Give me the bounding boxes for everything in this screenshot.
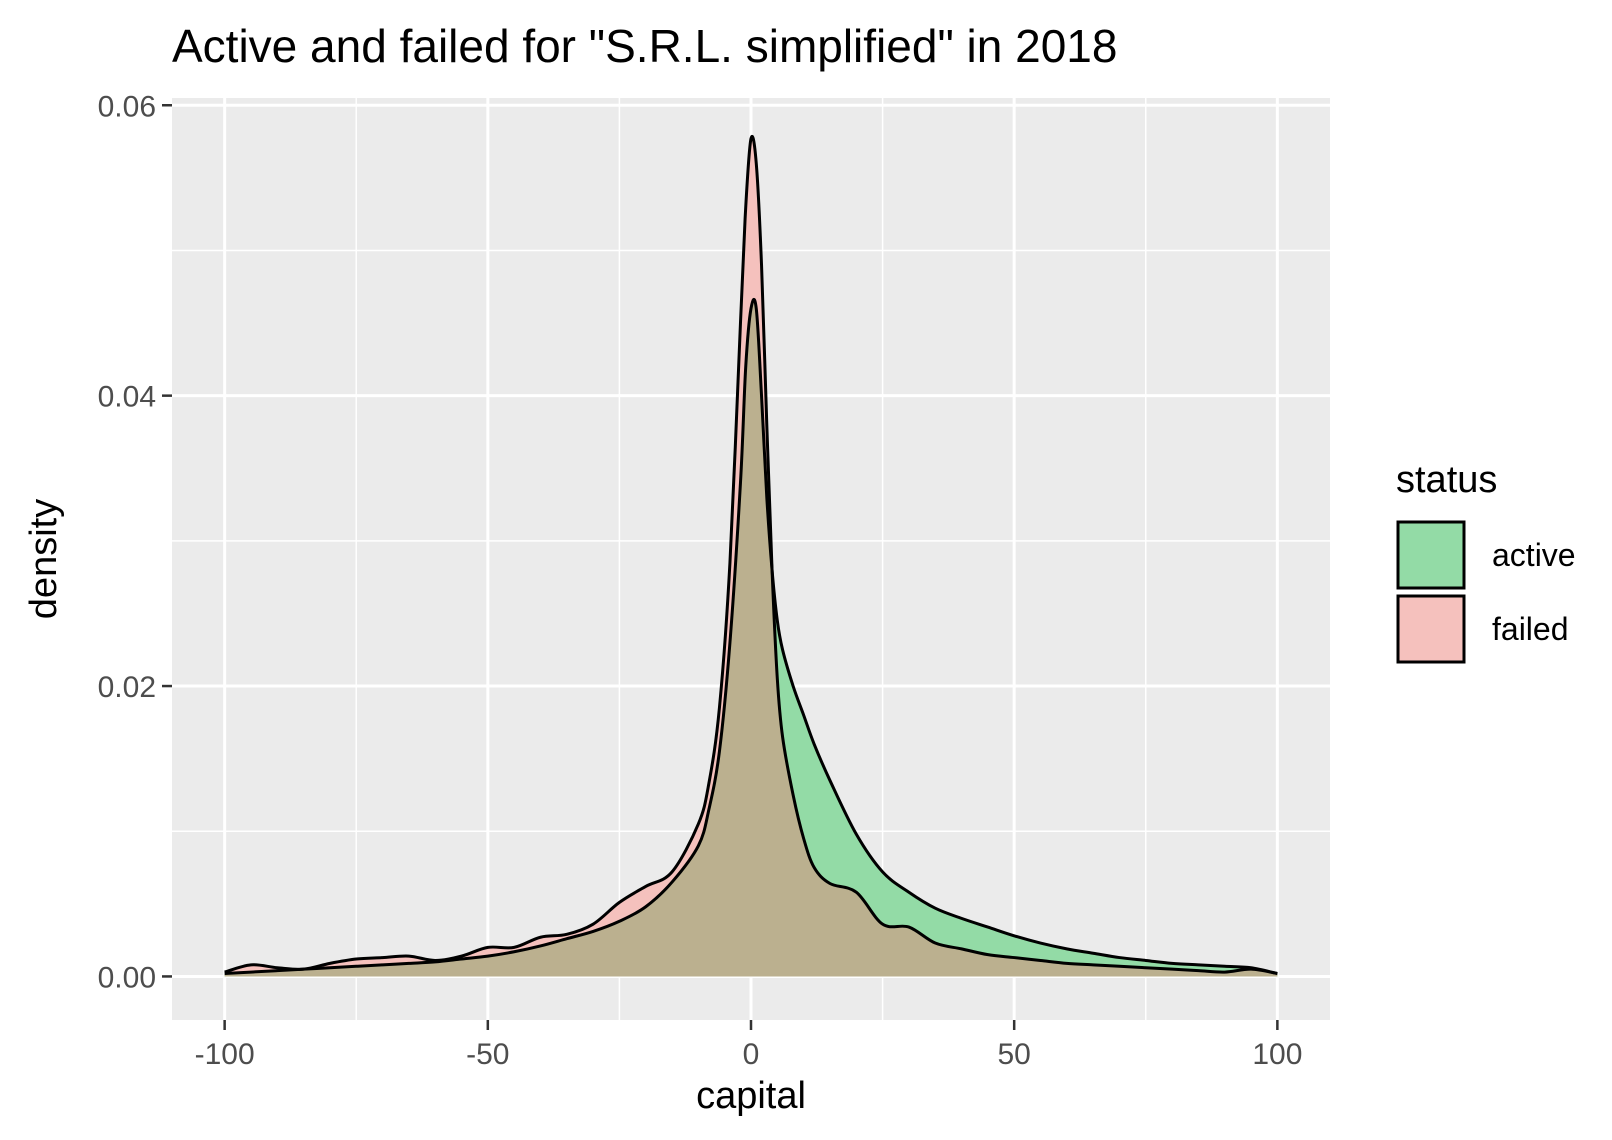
y-tick-label: 0.04: [98, 381, 156, 414]
x-tick-label: 100: [1252, 1038, 1302, 1071]
y-axis: 0.00 0.02 0.04 0.06: [98, 90, 172, 994]
y-tick-label: 0.06: [98, 90, 156, 123]
legend: status active failed: [1396, 459, 1576, 664]
y-tick-label: 0.00: [98, 961, 156, 994]
y-axis-title: density: [23, 499, 65, 619]
legend-title: status: [1396, 459, 1497, 501]
legend-label-active: active: [1492, 537, 1576, 573]
x-tick-label: -100: [195, 1038, 255, 1071]
legend-label-failed: failed: [1492, 611, 1569, 647]
legend-swatch-failed: [1396, 594, 1466, 664]
failed-density-line: [224, 134, 1278, 976]
x-tick-label: 0: [743, 1038, 760, 1071]
overlap-density-area: [224, 299, 1278, 977]
x-axis: -100 -50 0 50 100: [195, 1020, 1302, 1071]
legend-swatch-active: [1396, 520, 1466, 590]
x-tick-label: -50: [466, 1038, 509, 1071]
x-axis-title: capital: [696, 1075, 806, 1117]
chart-title: Active and failed for "S.R.L. simplified…: [172, 20, 1117, 72]
active-density-line: [224, 297, 1278, 976]
x-tick-label: 50: [997, 1038, 1030, 1071]
y-tick-label: 0.02: [98, 671, 156, 704]
